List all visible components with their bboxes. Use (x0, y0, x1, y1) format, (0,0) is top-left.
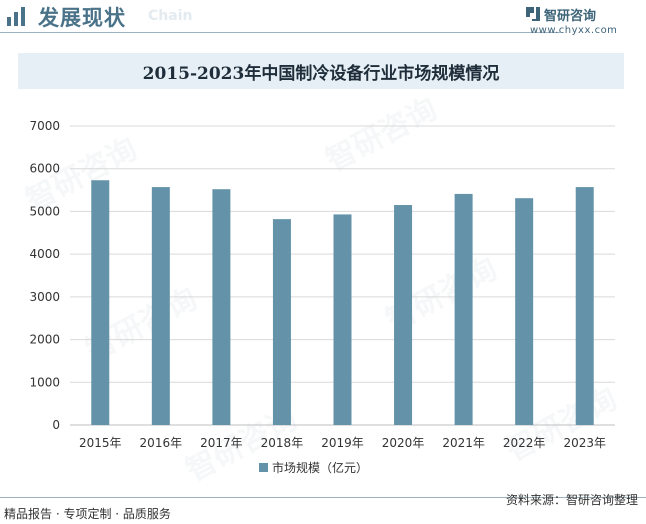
y-tick-label: 5000 (29, 204, 60, 218)
footer-source: 资料来源：智研咨询整理 (505, 493, 638, 507)
y-tick-label: 3000 (29, 290, 60, 304)
chart-growth-icon (7, 7, 25, 26)
y-tick-label: 1000 (29, 375, 60, 389)
footer-divider (0, 497, 646, 498)
bar (333, 214, 352, 425)
y-tick-label: 4000 (29, 247, 60, 261)
brand-name: 智研咨询 (544, 9, 597, 24)
x-tick-label: 2016年 (140, 436, 183, 450)
bar (394, 205, 413, 425)
section-subtitle: Chain (148, 8, 193, 24)
x-tick-label: 2018年 (261, 436, 304, 450)
footer-tagline: 精品报告 · 专项定制 · 品质服务 (4, 507, 171, 521)
legend: 市场规模（亿元） (259, 460, 369, 475)
brand-logo-icon (526, 7, 540, 21)
bar (575, 187, 594, 425)
bar (151, 187, 170, 425)
bar (212, 189, 231, 425)
chart-title: 2015-2023年中国制冷设备行业市场规模情况 (142, 63, 500, 84)
brand-url: www.chyxx.com (530, 25, 618, 36)
legend-label: 市场规模（亿元） (272, 460, 369, 475)
x-tick-label: 2020年 (382, 436, 425, 450)
section-title: 发展现状 (38, 6, 126, 30)
bar (91, 180, 110, 425)
x-tick-label: 2022年 (503, 436, 546, 450)
x-tick-label: 2021年 (442, 436, 485, 450)
y-tick-label: 6000 (29, 162, 60, 176)
brand: 智研咨询 www.chyxx.com (516, 3, 636, 39)
bar (515, 198, 534, 425)
bar (272, 219, 291, 425)
y-tick-label: 7000 (29, 119, 60, 133)
x-tick-label: 2023年 (563, 436, 606, 450)
bar (454, 193, 473, 425)
bar-chart: 0 1000 2000 3000 4000 5000 6000 7000 2015年 2016年 2… (29, 119, 615, 450)
x-tick-label: 2017年 (200, 436, 243, 450)
header: 发展现状 Chain 智研咨询 www.chyxx.com (0, 0, 646, 40)
x-tick-label: 2019年 (321, 436, 364, 450)
y-tick-label: 2000 (29, 333, 60, 347)
header-divider (0, 32, 560, 33)
legend-swatch (259, 462, 268, 472)
x-tick-label: 2015年 (79, 436, 122, 450)
y-tick-label: 0 (52, 418, 60, 432)
chart-title-bar: 2015-2023年中国制冷设备行业市场规模情况 (18, 53, 624, 89)
